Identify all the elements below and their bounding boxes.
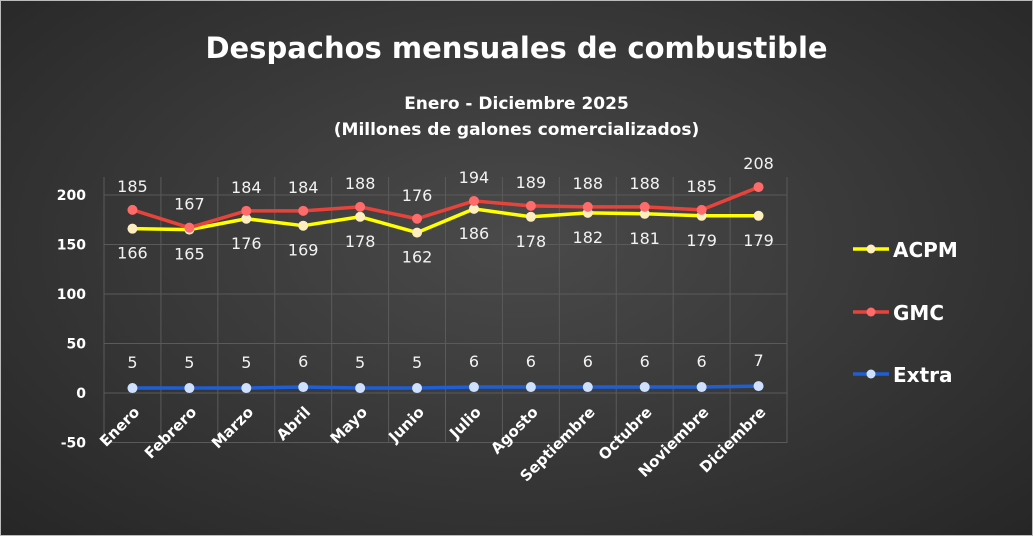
x-tick-label: Agosto bbox=[487, 403, 541, 457]
data-point-acpm bbox=[525, 211, 536, 222]
legend-marker-gmc bbox=[866, 307, 876, 317]
data-label-acpm: 179 bbox=[686, 231, 717, 250]
data-label-acpm: 181 bbox=[629, 229, 660, 248]
data-label-extra: 7 bbox=[753, 351, 763, 370]
data-label-gmc: 185 bbox=[686, 177, 717, 196]
data-point-extra bbox=[184, 383, 195, 394]
x-tick-label: Junio bbox=[384, 403, 427, 446]
chart-subtitle: Enero - Diciembre 2025 (Millones de galo… bbox=[1, 91, 1032, 143]
data-label-acpm: 169 bbox=[288, 241, 319, 260]
data-point-acpm bbox=[639, 208, 650, 219]
x-tick-label: Marzo bbox=[208, 403, 257, 452]
data-label-extra: 6 bbox=[583, 352, 593, 371]
data-label-acpm: 165 bbox=[174, 245, 205, 264]
data-point-acpm bbox=[468, 203, 479, 214]
data-label-acpm: 162 bbox=[402, 248, 433, 267]
legend-label-gmc: GMC bbox=[893, 301, 944, 325]
data-label-acpm: 186 bbox=[459, 224, 490, 243]
data-label-gmc: 184 bbox=[231, 178, 262, 197]
data-point-gmc bbox=[184, 222, 195, 233]
data-label-extra: 6 bbox=[526, 352, 536, 371]
series-line-extra bbox=[132, 384, 759, 390]
data-label-gmc: 194 bbox=[459, 168, 490, 187]
data-point-acpm bbox=[753, 210, 764, 221]
data-label-extra: 5 bbox=[184, 353, 194, 372]
x-tick-label: Febrero bbox=[141, 403, 200, 462]
x-tick-label: Enero bbox=[96, 403, 143, 450]
data-label-extra: 5 bbox=[241, 353, 251, 372]
data-point-acpm bbox=[241, 213, 252, 224]
data-point-acpm bbox=[298, 220, 309, 231]
data-label-gmc: 188 bbox=[629, 174, 660, 193]
data-label-extra: 6 bbox=[298, 352, 308, 371]
data-point-extra bbox=[241, 383, 252, 394]
data-label-gmc: 188 bbox=[573, 174, 604, 193]
data-point-gmc bbox=[241, 205, 252, 216]
data-point-gmc bbox=[355, 201, 366, 212]
legend-marker-extra bbox=[866, 369, 876, 379]
x-tick-label: Mayo bbox=[327, 403, 371, 447]
data-point-acpm bbox=[127, 223, 138, 234]
series-line-acpm bbox=[132, 207, 759, 235]
data-point-extra bbox=[298, 382, 309, 393]
data-point-gmc bbox=[639, 201, 650, 212]
data-point-gmc bbox=[298, 205, 309, 216]
data-label-acpm: 176 bbox=[231, 234, 262, 253]
data-label-gmc: 184 bbox=[288, 178, 319, 197]
data-label-gmc: 188 bbox=[345, 174, 376, 193]
x-tick-label: Julio bbox=[445, 403, 484, 442]
data-point-extra bbox=[525, 382, 536, 393]
data-point-gmc bbox=[412, 213, 423, 224]
data-point-gmc bbox=[753, 182, 764, 193]
data-point-extra bbox=[127, 383, 138, 394]
data-label-acpm: 178 bbox=[345, 232, 376, 251]
data-point-gmc bbox=[582, 201, 593, 212]
data-label-acpm: 178 bbox=[516, 232, 547, 251]
data-label-extra: 6 bbox=[697, 352, 707, 371]
data-label-gmc: 185 bbox=[117, 177, 148, 196]
data-point-acpm bbox=[412, 227, 423, 238]
data-point-gmc bbox=[468, 195, 479, 206]
y-tick-label: 100 bbox=[57, 287, 86, 303]
data-label-acpm: 166 bbox=[117, 244, 148, 263]
data-label-acpm: 179 bbox=[743, 231, 774, 250]
y-tick-label: 0 bbox=[76, 386, 86, 402]
data-label-extra: 5 bbox=[127, 353, 137, 372]
data-label-extra: 6 bbox=[469, 352, 479, 371]
x-tick-label: Abril bbox=[273, 403, 314, 444]
legend-label-acpm: ACPM bbox=[893, 238, 958, 262]
data-label-gmc: 208 bbox=[743, 154, 774, 173]
data-label-extra: 5 bbox=[355, 353, 365, 372]
x-tick-label: Octubre bbox=[595, 403, 656, 464]
chart-subtitle-line2: (Millones de galones comercializados) bbox=[333, 120, 700, 140]
data-point-extra bbox=[355, 383, 366, 394]
data-point-extra bbox=[582, 382, 593, 393]
data-point-extra bbox=[639, 382, 650, 393]
y-tick-label: -50 bbox=[61, 436, 87, 452]
data-label-extra: 6 bbox=[640, 352, 650, 371]
series-line-gmc bbox=[131, 185, 760, 230]
data-point-gmc bbox=[127, 204, 138, 215]
data-point-extra bbox=[753, 381, 764, 392]
data-point-gmc bbox=[525, 200, 536, 211]
data-point-extra bbox=[696, 382, 707, 393]
y-tick-label: 150 bbox=[57, 238, 86, 254]
data-point-extra bbox=[412, 383, 423, 394]
data-point-extra bbox=[468, 382, 479, 393]
chart-title: Despachos mensuales de combustible bbox=[205, 31, 828, 65]
y-tick-label: 200 bbox=[57, 188, 86, 204]
data-label-gmc: 176 bbox=[402, 186, 433, 205]
data-label-gmc: 167 bbox=[174, 195, 205, 214]
data-label-extra: 5 bbox=[412, 353, 422, 372]
legend-marker-acpm bbox=[866, 244, 876, 254]
data-point-gmc bbox=[696, 204, 707, 215]
chart-subtitle-line1: Enero - Diciembre 2025 bbox=[404, 94, 629, 114]
y-tick-label: 50 bbox=[67, 337, 87, 353]
data-label-acpm: 182 bbox=[573, 228, 604, 247]
legend-label-extra: Extra bbox=[893, 363, 952, 387]
data-point-acpm bbox=[355, 211, 366, 222]
data-label-gmc: 189 bbox=[516, 173, 547, 192]
